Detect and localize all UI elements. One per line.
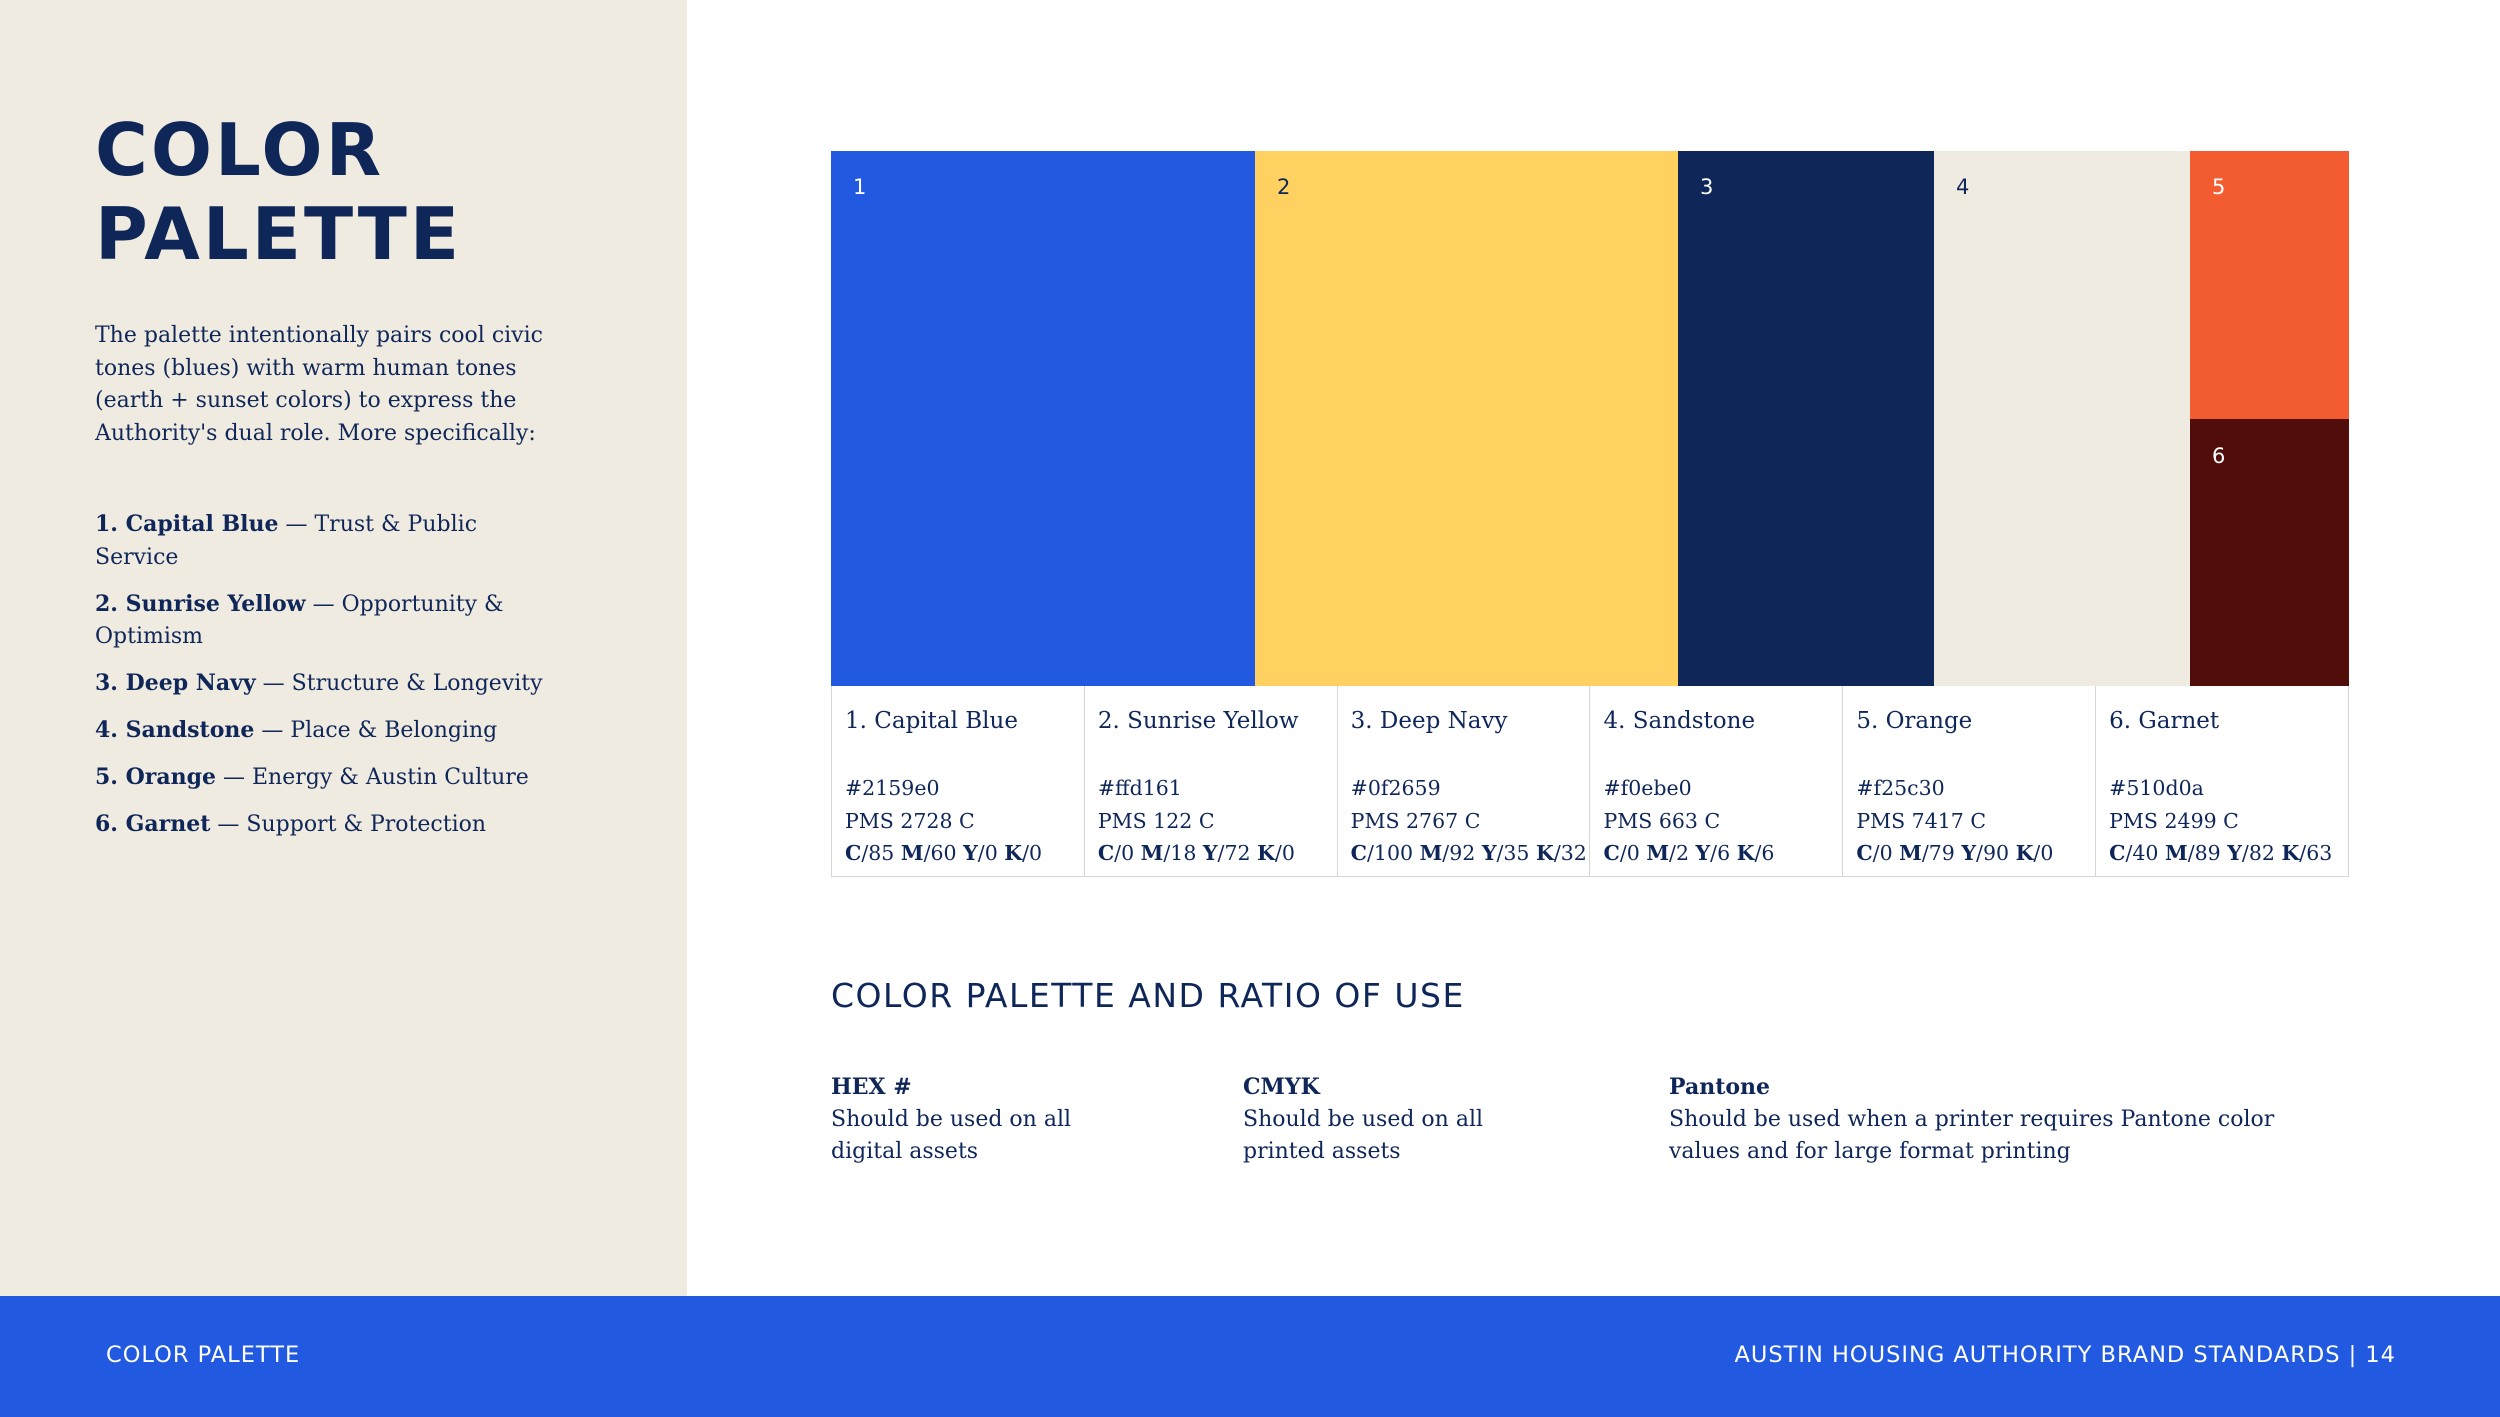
spec-cell: 4. Sandstone #f0ebe0 PMS 663 C C/0 M/2 Y…: [1590, 686, 1844, 876]
ratio-of-use-heading: COLOR PALETTE AND RATIO OF USE: [831, 976, 1465, 1015]
role-desc: — Energy & Austin Culture: [216, 765, 529, 790]
spec-cell: 2. Sunrise Yellow #ffd161 PMS 122 C C/0 …: [1085, 686, 1338, 876]
spec-cmyk: C/40 M/89 Y/82 K/63: [2109, 841, 2333, 865]
spec-cell: 1. Capital Blue #2159e0 PMS 2728 C C/85 …: [832, 686, 1085, 876]
spec-cmyk: C/85 M/60 Y/0 K/0: [845, 841, 1043, 865]
color-role-list: 1. Capital Blue — Trust & Public Service…: [95, 508, 565, 855]
footer-bar: COLOR PALETTE AUSTIN HOUSING AUTHORITY B…: [0, 1296, 2500, 1417]
usage-pantone-block: Pantone Should be used when a printer re…: [1669, 1071, 2289, 1169]
spec-color-name: 3. Deep Navy: [1350, 708, 1508, 734]
intro-paragraph: The palette intentionally pairs cool civ…: [95, 323, 543, 446]
swatch-number: 2: [1277, 175, 1291, 199]
swatch-capital-blue: 1: [831, 151, 1255, 686]
list-item: 6. Garnet — Support & Protection: [95, 808, 565, 842]
spec-pms: PMS 122 C: [1097, 808, 1215, 833]
usage-cmyk-block: CMYK Should be used on all printed asset…: [1243, 1071, 1543, 1169]
spec-cell: 5. Orange #f25c30 PMS 7417 C C/0 M/79 Y/…: [1843, 686, 2097, 876]
swatch-orange: 5: [2190, 151, 2349, 419]
spec-cmyk: C/0 M/2 Y/6 K/6: [1603, 841, 1775, 865]
page-title-line: COLOR: [95, 108, 385, 192]
spec-hex: #2159e0: [845, 776, 940, 800]
color-swatch-grid: 1 2 3 4 5 6: [831, 151, 2349, 686]
usage-body: Should be used when a printer requires P…: [1669, 1106, 2275, 1165]
spec-color-name: 6. Garnet: [2109, 708, 2220, 734]
spec-color-name: 4. Sandstone: [1603, 708, 1756, 734]
list-item: 3. Deep Navy — Structure & Longevity: [95, 667, 565, 701]
swatch-number: 3: [1700, 175, 1714, 199]
color-spec-table: 1. Capital Blue #2159e0 PMS 2728 C C/85 …: [831, 686, 2349, 877]
swatch-number: 6: [2212, 444, 2226, 468]
swatch-garnet: 6: [2190, 419, 2349, 686]
spec-hex: #0f2659: [1350, 776, 1441, 800]
sidebar-panel: COLOR PALETTE The palette intentionally …: [0, 0, 687, 1296]
spec-color-name: 5. Orange: [1856, 708, 1973, 734]
swatch-sunrise-yellow: 2: [1255, 151, 1678, 686]
role-name: 2. Sunrise Yellow: [95, 590, 306, 617]
usage-title: CMYK: [1243, 1074, 1320, 1100]
page-title-line: PALETTE: [95, 192, 463, 276]
spec-color-name: 1. Capital Blue: [845, 708, 1018, 734]
role-name: 5. Orange: [95, 764, 217, 790]
list-item: 2. Sunrise Yellow — Opportunity & Optimi…: [95, 588, 565, 654]
role-name: 3. Deep Navy: [95, 670, 256, 696]
spec-cmyk: C/0 M/18 Y/72 K/0: [1097, 841, 1295, 865]
spec-cmyk: C/100 M/92 Y/35 K/32: [1350, 841, 1587, 865]
usage-title: HEX #: [831, 1074, 912, 1100]
role-desc: — Place & Belonging: [254, 718, 498, 743]
usage-body: Should be used on all digital assets: [831, 1106, 1072, 1165]
list-item: 1. Capital Blue — Trust & Public Service: [95, 508, 565, 574]
spec-cmyk: C/0 M/79 Y/90 K/0: [1856, 841, 2054, 865]
swatch-sandstone: 4: [1934, 151, 2190, 686]
swatch-number: 5: [2212, 175, 2226, 199]
swatch-deep-navy: 3: [1678, 151, 1934, 686]
spec-cell: 6. Garnet #510d0a PMS 2499 C C/40 M/89 Y…: [2096, 686, 2348, 876]
spec-pms: PMS 7417 C: [1856, 808, 1987, 833]
usage-hex-block: HEX # Should be used on all digital asse…: [831, 1071, 1121, 1169]
role-desc: — Support & Protection: [210, 812, 487, 837]
list-item: 5. Orange — Energy & Austin Culture: [95, 761, 565, 795]
list-item: 4. Sandstone — Place & Belonging: [95, 714, 565, 748]
footer-document-label: AUSTIN HOUSING AUTHORITY BRAND STANDARDS…: [1734, 1342, 2396, 1368]
page-title: COLOR PALETTE: [95, 108, 462, 276]
role-name: 6. Garnet: [95, 811, 211, 837]
spec-pms: PMS 2767 C: [1350, 808, 1481, 833]
role-desc: — Opportunity & Optimism: [95, 591, 504, 650]
spec-pms: PMS 663 C: [1603, 808, 1721, 833]
usage-title: Pantone: [1669, 1074, 1771, 1100]
role-name: 4. Sandstone: [95, 717, 255, 743]
spec-cell: 3. Deep Navy #0f2659 PMS 2767 C C/100 M/…: [1338, 686, 1591, 876]
spec-hex: #ffd161: [1097, 776, 1182, 800]
spec-color-name: 2. Sunrise Yellow: [1097, 708, 1299, 734]
role-name: 1. Capital Blue: [95, 511, 279, 537]
spec-hex: #f0ebe0: [1603, 776, 1692, 800]
usage-body: Should be used on all printed assets: [1243, 1106, 1484, 1165]
spec-hex: #f25c30: [1856, 776, 1945, 800]
swatch-number: 1: [853, 175, 867, 199]
spec-pms: PMS 2499 C: [2109, 808, 2239, 833]
spec-hex: #510d0a: [2109, 776, 2204, 800]
footer-section-label: COLOR PALETTE: [106, 1342, 301, 1368]
role-desc: — Trust & Public Service: [95, 512, 478, 570]
spec-pms: PMS 2728 C: [845, 808, 975, 833]
role-desc: — Structure & Longevity: [255, 671, 543, 696]
swatch-number: 4: [1956, 175, 1970, 199]
